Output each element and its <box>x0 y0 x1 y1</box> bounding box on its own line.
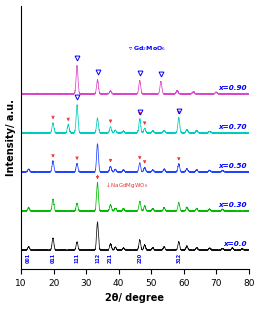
Text: 112: 112 <box>95 253 100 263</box>
X-axis label: 2θ/ degree: 2θ/ degree <box>105 294 164 303</box>
Text: 001: 001 <box>26 253 31 263</box>
Text: 312: 312 <box>176 253 181 263</box>
Text: $\downarrow$NaGdMgWO$_6$: $\downarrow$NaGdMgWO$_6$ <box>104 180 148 190</box>
Text: x=0.30: x=0.30 <box>219 202 247 208</box>
Text: 111: 111 <box>75 253 80 263</box>
Text: 211: 211 <box>108 253 113 263</box>
Text: x=0.90: x=0.90 <box>219 85 247 91</box>
Text: x=0.50: x=0.50 <box>219 163 247 169</box>
Text: 220: 220 <box>137 253 142 263</box>
Text: x=0.0: x=0.0 <box>224 241 247 248</box>
Y-axis label: Intensity/ a.u.: Intensity/ a.u. <box>5 99 16 176</box>
Text: 011: 011 <box>50 253 55 263</box>
Text: x=0.70: x=0.70 <box>219 124 247 130</box>
Text: $\triangledown$ Gd$_2$MoO$_6$: $\triangledown$ Gd$_2$MoO$_6$ <box>128 44 167 53</box>
